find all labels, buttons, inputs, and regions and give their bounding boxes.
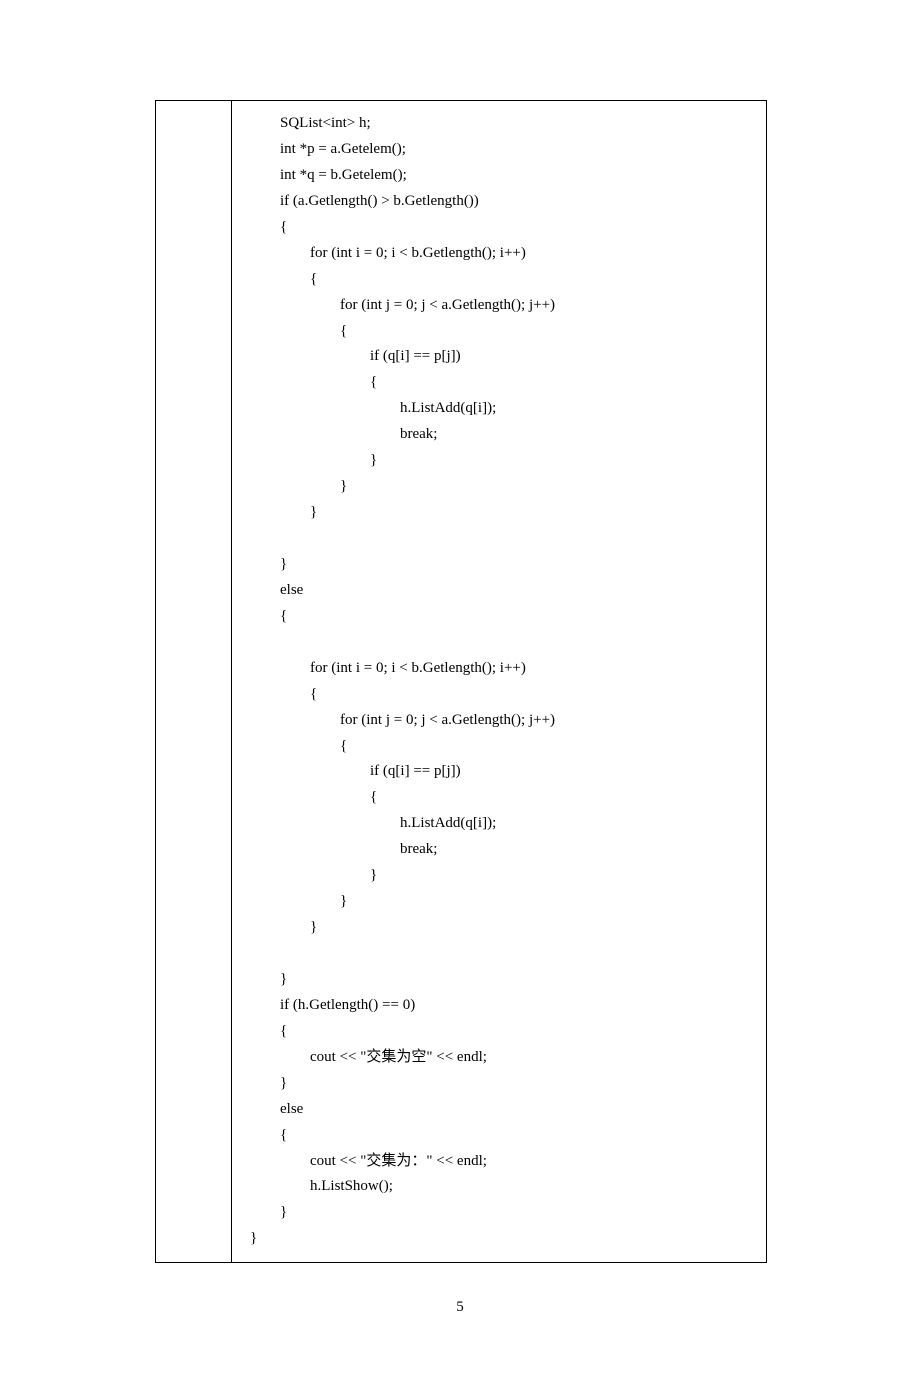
code-block: SQList<int> h; int *p = a.Getelem(); int… — [250, 111, 748, 1252]
document-page: SQList<int> h; int *p = a.Getelem(); int… — [0, 0, 920, 1376]
content-frame: SQList<int> h; int *p = a.Getelem(); int… — [155, 100, 767, 1263]
code-cell: SQList<int> h; int *p = a.Getelem(); int… — [232, 101, 766, 1262]
left-column — [156, 101, 232, 1262]
table-row: SQList<int> h; int *p = a.Getelem(); int… — [156, 101, 766, 1262]
